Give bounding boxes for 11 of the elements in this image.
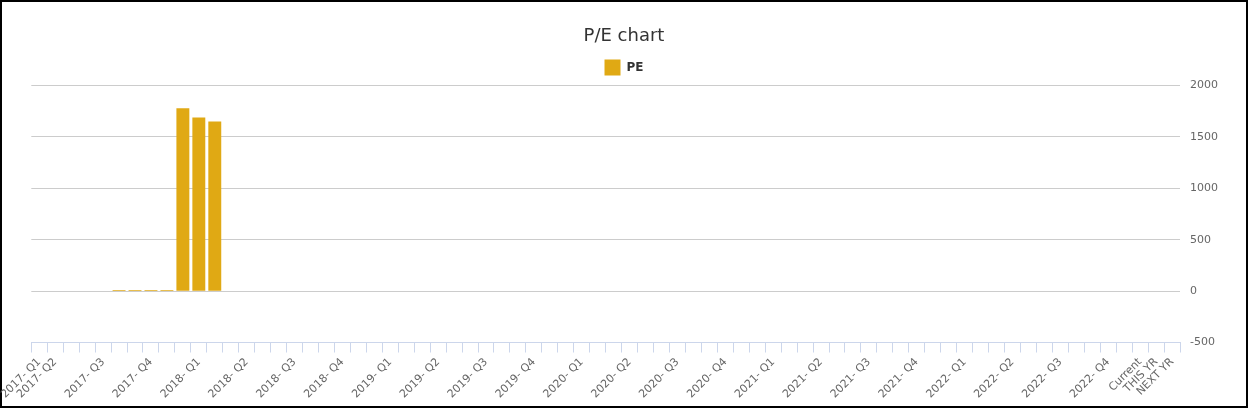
bar: [192, 117, 206, 291]
legend-label: PE: [626, 59, 644, 74]
bar: [176, 108, 190, 291]
y-tick-label: 1500: [1190, 129, 1219, 143]
y-tick-label: -500: [1190, 335, 1215, 349]
y-tick-label: 1000: [1190, 181, 1219, 195]
y-tick-label: 500: [1190, 232, 1212, 246]
y-tick-label: 0: [1190, 284, 1198, 297]
y-tick-label: 2000: [1190, 78, 1219, 92]
chart-title: P/E chart: [583, 24, 665, 46]
bar: [208, 121, 222, 291]
